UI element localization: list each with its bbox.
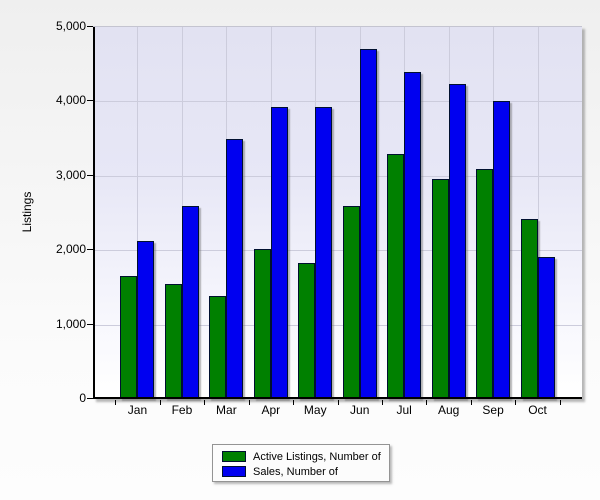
x-axis-category-label: Jul xyxy=(396,403,412,417)
bar-sales xyxy=(359,49,377,399)
y-axis-tick-label: 3,000 xyxy=(55,167,86,182)
x-axis-tick xyxy=(293,400,295,405)
gridline-horizontal xyxy=(93,324,582,326)
bar-sales xyxy=(181,206,199,399)
y-axis-tick-label: 1,000 xyxy=(55,316,86,331)
x-axis-category-label: Oct xyxy=(528,403,547,417)
x-axis-tick xyxy=(248,400,250,405)
bar-sales xyxy=(537,256,555,399)
legend: Active Listings, Number of Sales, Number… xyxy=(212,444,390,482)
bar-active-listings xyxy=(209,295,227,399)
bar-active-listings xyxy=(387,154,405,399)
y-axis-tick xyxy=(87,323,93,325)
y-axis-line xyxy=(93,27,95,399)
x-axis-tick xyxy=(559,400,561,405)
bar-sales xyxy=(270,107,288,399)
x-axis-line xyxy=(93,397,582,399)
legend-item-active-listings: Active Listings, Number of xyxy=(222,449,389,464)
bar-sales xyxy=(404,71,422,399)
x-axis-tick xyxy=(159,400,161,405)
y-axis-tick xyxy=(87,249,93,251)
legend-item-sales: Sales, Number of xyxy=(222,464,389,479)
gridline-vertical xyxy=(537,27,539,399)
gridline-horizontal xyxy=(93,250,582,252)
x-axis-category-label: Jan xyxy=(127,403,148,417)
y-axis-tick-label: 0 xyxy=(79,391,86,405)
y-axis-tick xyxy=(87,26,93,27)
x-axis-tick xyxy=(426,400,428,405)
x-axis-tick xyxy=(515,400,517,405)
bar-active-listings xyxy=(520,218,538,399)
bar-sales xyxy=(493,101,511,399)
gridline-vertical xyxy=(137,27,139,399)
y-axis-tick xyxy=(87,398,93,399)
y-axis-tick-label: 2,000 xyxy=(55,242,86,257)
x-axis-category-label: Aug xyxy=(437,403,460,417)
x-axis-category-label: Mar xyxy=(216,403,237,417)
x-axis-tick xyxy=(115,400,117,405)
x-axis-category-label: Apr xyxy=(261,403,281,417)
y-axis-tick-label: 4,000 xyxy=(55,93,86,108)
bar-active-listings xyxy=(342,206,360,399)
bar-sales xyxy=(315,106,333,399)
bar-active-listings xyxy=(253,248,271,399)
y-axis-tick xyxy=(87,174,93,176)
y-axis-tick xyxy=(87,100,93,102)
legend-swatch-blue xyxy=(222,466,246,477)
legend-label: Active Listings, Number of xyxy=(253,450,381,463)
y-axis-title: Listings xyxy=(20,191,34,233)
bar-active-listings xyxy=(164,284,182,399)
x-axis-category-label: Jun xyxy=(350,403,370,417)
gridline-horizontal xyxy=(93,175,582,177)
bar-active-listings xyxy=(298,262,316,399)
bar-active-listings xyxy=(431,178,449,399)
x-axis-category-label: Feb xyxy=(171,403,193,417)
legend-swatch-green xyxy=(222,451,246,462)
x-axis-category-label: Sep xyxy=(482,403,504,417)
plot-area xyxy=(93,26,582,399)
x-axis-tick xyxy=(204,400,206,405)
x-axis-tick xyxy=(381,400,383,405)
bar-active-listings xyxy=(120,276,138,399)
bar-sales xyxy=(137,241,155,399)
legend-label: Sales, Number of xyxy=(253,465,338,478)
gridline-horizontal xyxy=(93,101,582,103)
bar-sales xyxy=(226,138,244,399)
y-axis-tick-label: 5,000 xyxy=(55,19,86,33)
bar-sales xyxy=(448,83,466,399)
bar-active-listings xyxy=(476,169,494,399)
x-axis-tick xyxy=(470,400,472,405)
x-axis-category-label: May xyxy=(303,403,327,417)
x-axis-tick xyxy=(337,400,339,405)
